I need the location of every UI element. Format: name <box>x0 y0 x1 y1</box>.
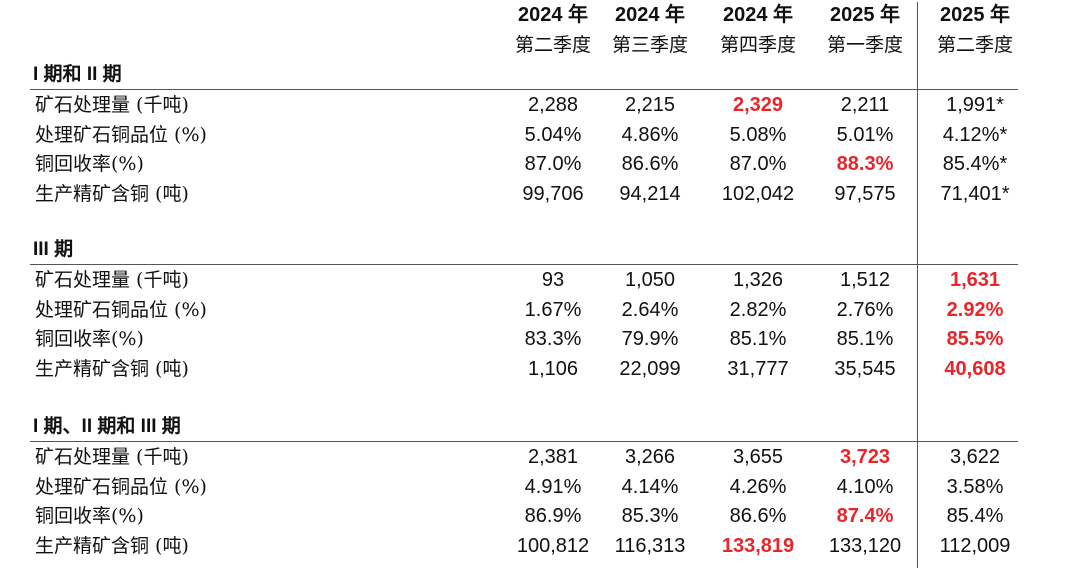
value-cell: 86.6% <box>729 505 787 527</box>
row-label: 处理矿石铜品位 (%) <box>35 123 207 146</box>
value-cell: 71,401* <box>940 182 1010 205</box>
value-cell: 5.01% <box>836 123 894 146</box>
value-cell: 85.5% <box>946 328 1004 350</box>
row-label: 处理矿石铜品位 (%) <box>35 298 207 321</box>
value-cell: 2,288 <box>527 94 579 116</box>
row-label: 铜回收率(%) <box>35 505 144 527</box>
section-rule <box>30 264 1018 265</box>
value-cell: 100,812 <box>516 534 590 557</box>
value-cell: 2.76% <box>836 298 894 321</box>
value-cell: 88.3% <box>836 153 894 175</box>
column-quarter: 第三季度 <box>611 34 688 56</box>
section-rule <box>30 89 1018 90</box>
column-year: 2025 年 <box>939 4 1011 26</box>
section-title: I 期、II 期和 III 期 <box>33 416 181 437</box>
column-quarter: 第四季度 <box>719 34 796 56</box>
row-label: 矿石处理量 (千吨) <box>35 446 189 468</box>
value-cell: 85.1% <box>836 328 894 350</box>
column-year: 2025 年 <box>829 4 901 26</box>
value-cell: 3,266 <box>624 446 676 468</box>
section-title: I 期和 II 期 <box>33 64 122 85</box>
column-quarter: 第二季度 <box>514 34 591 56</box>
value-cell: 4.14% <box>621 475 679 498</box>
value-cell: 35,545 <box>834 357 896 380</box>
value-cell: 4.86% <box>621 123 679 146</box>
value-cell: 4.26% <box>729 475 787 498</box>
value-cell: 3,655 <box>732 446 784 468</box>
value-cell: 102,042 <box>721 182 795 205</box>
value-cell: 85.4% <box>946 505 1004 527</box>
value-cell: 4.12%* <box>942 123 1008 146</box>
value-cell: 2.64% <box>621 298 679 321</box>
value-cell: 3,622 <box>949 446 1001 468</box>
row-label: 生产精矿含铜 (吨) <box>35 534 189 557</box>
value-cell: 86.9% <box>524 505 582 527</box>
value-cell: 40,608 <box>944 357 1006 380</box>
value-cell: 85.4%* <box>942 153 1008 175</box>
value-cell: 112,009 <box>939 534 1011 557</box>
value-cell: 1,050 <box>624 269 676 291</box>
value-cell: 97,575 <box>834 182 896 205</box>
value-cell: 3,723 <box>839 446 891 468</box>
value-cell: 87.0% <box>729 153 787 175</box>
value-cell: 133,120 <box>828 534 902 557</box>
row-label: 矿石处理量 (千吨) <box>35 269 189 291</box>
value-cell: 85.3% <box>621 505 679 527</box>
value-cell: 83.3% <box>524 328 582 350</box>
value-cell: 1,991* <box>946 94 1004 116</box>
column-divider <box>917 2 918 568</box>
value-cell: 31,777 <box>727 357 789 380</box>
value-cell: 133,819 <box>721 534 795 557</box>
value-cell: 4.10% <box>836 475 894 498</box>
value-cell: 2,211 <box>840 94 890 116</box>
value-cell: 5.08% <box>729 123 787 146</box>
value-cell: 79.9% <box>621 328 679 350</box>
row-label: 生产精矿含铜 (吨) <box>35 357 189 380</box>
value-cell: 87.4% <box>836 505 894 527</box>
value-cell: 1.67% <box>524 298 582 321</box>
section-title: III 期 <box>33 239 74 260</box>
row-label: 铜回收率(%) <box>35 328 144 350</box>
value-cell: 2,215 <box>624 94 676 116</box>
value-cell: 99,706 <box>522 182 584 205</box>
value-cell: 85.1% <box>729 328 787 350</box>
value-cell: 87.0% <box>524 153 582 175</box>
value-cell: 4.91% <box>524 475 582 498</box>
value-cell: 1,326 <box>732 269 784 291</box>
value-cell: 2,381 <box>527 446 579 468</box>
value-cell: 93 <box>541 269 565 291</box>
value-cell: 116,313 <box>614 534 686 557</box>
value-cell: 1,512 <box>839 269 891 291</box>
value-cell: 94,214 <box>619 182 681 205</box>
value-cell: 2.82% <box>729 298 787 321</box>
value-cell: 3.58% <box>946 475 1004 498</box>
column-quarter: 第二季度 <box>936 34 1013 56</box>
row-label: 处理矿石铜品位 (%) <box>35 475 207 498</box>
row-label: 铜回收率(%) <box>35 153 144 175</box>
section-rule <box>30 441 1018 442</box>
column-quarter: 第一季度 <box>826 34 903 56</box>
value-cell: 1,631 <box>949 269 1001 291</box>
value-cell: 5.04% <box>524 123 582 146</box>
value-cell: 86.6% <box>621 153 679 175</box>
row-label: 矿石处理量 (千吨) <box>35 94 189 116</box>
column-year: 2024 年 <box>722 4 794 26</box>
row-label: 生产精矿含铜 (吨) <box>35 182 189 205</box>
value-cell: 2,329 <box>732 94 784 116</box>
value-cell: 2.92% <box>946 298 1004 321</box>
column-year: 2024 年 <box>517 4 589 26</box>
value-cell: 22,099 <box>619 357 681 380</box>
value-cell: 1,106 <box>527 357 579 380</box>
column-year: 2024 年 <box>614 4 686 26</box>
